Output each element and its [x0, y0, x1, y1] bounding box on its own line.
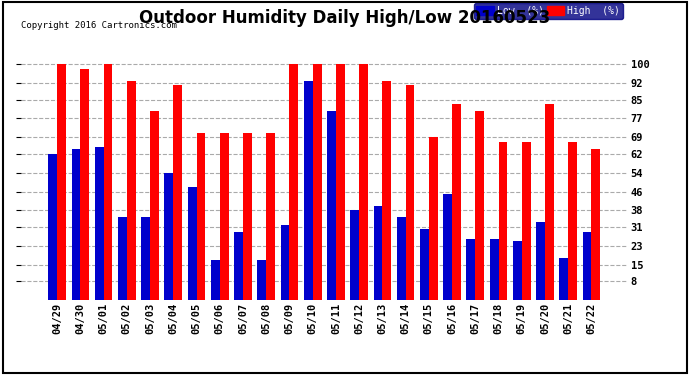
Bar: [257, 260, 266, 300]
Bar: [490, 239, 499, 300]
Bar: [397, 217, 406, 300]
Bar: [336, 64, 345, 300]
Bar: [211, 260, 219, 300]
Bar: [150, 111, 159, 300]
Bar: [72, 149, 80, 300]
Legend: Low  (%), High  (%): Low (%), High (%): [473, 3, 623, 19]
Bar: [466, 239, 475, 300]
Bar: [443, 194, 452, 300]
Bar: [243, 133, 252, 300]
Bar: [219, 133, 228, 300]
Bar: [373, 206, 382, 300]
Bar: [382, 81, 391, 300]
Bar: [429, 137, 437, 300]
Bar: [118, 217, 127, 300]
Bar: [304, 81, 313, 300]
Bar: [351, 210, 359, 300]
Bar: [289, 64, 298, 300]
Bar: [281, 225, 289, 300]
Bar: [327, 111, 336, 300]
Bar: [475, 111, 484, 300]
Bar: [197, 133, 206, 300]
Bar: [499, 142, 507, 300]
Bar: [560, 258, 569, 300]
Bar: [591, 149, 600, 300]
Bar: [57, 64, 66, 300]
Bar: [104, 64, 112, 300]
Bar: [582, 232, 591, 300]
Bar: [513, 241, 522, 300]
Bar: [188, 187, 197, 300]
Bar: [80, 69, 89, 300]
Bar: [406, 86, 415, 300]
Bar: [522, 142, 531, 300]
Bar: [266, 133, 275, 300]
Bar: [313, 64, 322, 300]
Bar: [359, 64, 368, 300]
Bar: [234, 232, 243, 300]
Bar: [173, 86, 182, 300]
Bar: [536, 222, 545, 300]
Text: Copyright 2016 Cartronics.com: Copyright 2016 Cartronics.com: [21, 21, 177, 30]
Bar: [141, 217, 150, 300]
Bar: [95, 147, 103, 300]
Text: Outdoor Humidity Daily High/Low 20160523: Outdoor Humidity Daily High/Low 20160523: [139, 9, 551, 27]
Bar: [127, 81, 136, 300]
Bar: [545, 104, 554, 300]
Bar: [48, 154, 57, 300]
Bar: [164, 173, 173, 300]
Bar: [452, 104, 461, 300]
Bar: [569, 142, 577, 300]
Bar: [420, 229, 429, 300]
